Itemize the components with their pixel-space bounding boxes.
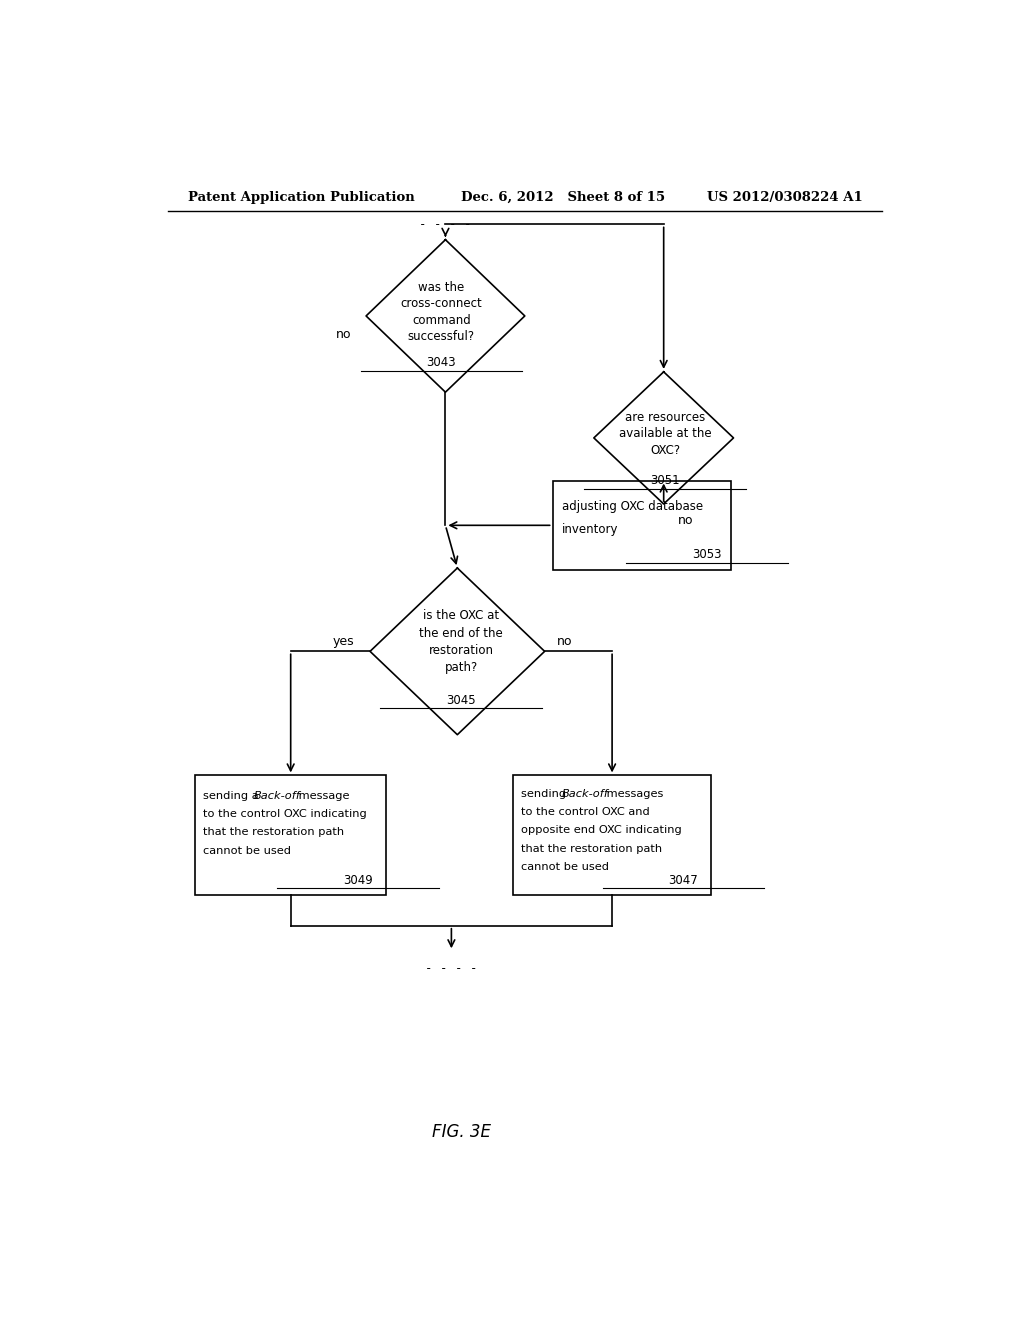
Text: path?: path?: [444, 661, 478, 675]
Text: cannot be used: cannot be used: [521, 862, 609, 871]
Text: the end of the: the end of the: [420, 627, 503, 640]
Text: sending: sending: [521, 788, 569, 799]
Text: sending a: sending a: [204, 791, 262, 801]
Text: - - - -: - - - -: [419, 218, 472, 231]
Text: 3051: 3051: [650, 474, 680, 487]
Text: was the: was the: [419, 281, 465, 294]
Text: restoration: restoration: [429, 644, 494, 657]
Text: - - - -: - - - -: [425, 962, 477, 975]
Text: that the restoration path: that the restoration path: [204, 828, 344, 837]
Bar: [513, 775, 712, 895]
Bar: [196, 775, 386, 895]
Text: 3043: 3043: [427, 356, 457, 370]
Text: Patent Application Publication: Patent Application Publication: [187, 190, 415, 203]
Text: Back-off: Back-off: [253, 791, 300, 801]
Text: available at the: available at the: [618, 428, 712, 441]
Text: are resources: are resources: [625, 411, 706, 424]
Text: to the control OXC and: to the control OXC and: [521, 807, 649, 817]
Text: cross-connect: cross-connect: [400, 297, 482, 310]
Text: OXC?: OXC?: [650, 444, 680, 457]
Text: no: no: [557, 635, 572, 648]
Text: inventory: inventory: [562, 523, 618, 536]
Text: no: no: [678, 515, 693, 527]
Text: message: message: [296, 791, 350, 801]
Text: 3053: 3053: [692, 548, 722, 561]
Text: 3045: 3045: [446, 693, 476, 706]
Text: adjusting OXC database: adjusting OXC database: [562, 499, 703, 512]
Text: successful?: successful?: [408, 330, 475, 343]
Text: 3049: 3049: [343, 874, 373, 887]
Text: US 2012/0308224 A1: US 2012/0308224 A1: [708, 190, 863, 203]
Text: yes: yes: [333, 635, 354, 648]
Text: opposite end OXC indicating: opposite end OXC indicating: [521, 825, 682, 836]
Text: is the OXC at: is the OXC at: [423, 610, 500, 622]
Text: no: no: [336, 327, 352, 341]
Text: FIG. 3E: FIG. 3E: [432, 1123, 490, 1140]
Text: to the control OXC indicating: to the control OXC indicating: [204, 809, 368, 818]
Bar: [553, 480, 731, 570]
Text: that the restoration path: that the restoration path: [521, 843, 662, 854]
Text: command: command: [412, 314, 471, 326]
Text: cannot be used: cannot be used: [204, 846, 292, 855]
Text: messages: messages: [603, 788, 664, 799]
Text: 3047: 3047: [669, 874, 698, 887]
Text: Back-off: Back-off: [561, 788, 608, 799]
Text: Dec. 6, 2012   Sheet 8 of 15: Dec. 6, 2012 Sheet 8 of 15: [461, 190, 666, 203]
